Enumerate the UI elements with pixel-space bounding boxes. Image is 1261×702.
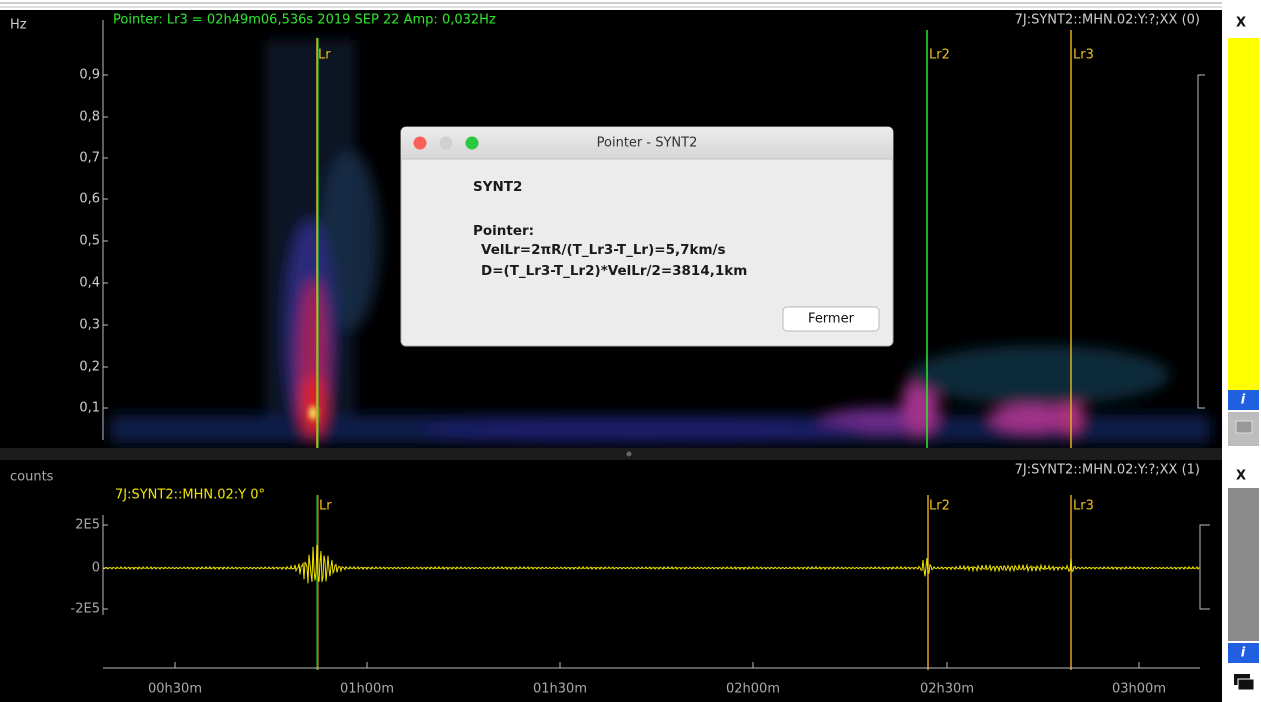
pointer-info: Pointer: Lr3 = 02h49m06,536s 2019 SEP 22…: [113, 13, 496, 28]
splitter-handle: [627, 452, 632, 457]
unit-label: counts: [10, 470, 54, 485]
x-tick-label: 01h30m: [533, 682, 587, 697]
scroll-bar[interactable]: [1228, 488, 1259, 641]
close-button[interactable]: X: [1236, 16, 1246, 31]
scroll-bar[interactable]: [1228, 38, 1259, 390]
y-tick-label: 0,1: [79, 401, 100, 416]
y-tick-label: -2E5: [71, 602, 100, 617]
x-tick-label: 01h00m: [340, 682, 394, 697]
close-light[interactable]: [414, 137, 427, 150]
close-button[interactable]: X: [1236, 469, 1246, 484]
dialog-title: Pointer - SYNT2: [597, 136, 698, 151]
x-tick-label: 00h30m: [148, 682, 202, 697]
result-line: VelLr=2πR/(T_Lr3-T_Lr)=5,7km/s: [481, 242, 726, 258]
pointer-dialog: Pointer - SYNT2 SYNT2 Pointer: VelLr=2πR…: [401, 127, 893, 346]
marker-label: Lr: [319, 499, 332, 514]
marker-label: Lr3: [1073, 48, 1094, 63]
y-tick-label: 0,8: [79, 110, 100, 125]
trace-label: 7J:SYNT2::MHN.02:Y 0°: [115, 488, 265, 503]
x-tick-label: 02h30m: [920, 682, 974, 697]
layout-icon: [1238, 679, 1254, 690]
marker-label: Lr3: [1073, 499, 1094, 514]
button-label[interactable]: Fermer: [808, 312, 855, 327]
zoom-light[interactable]: [466, 137, 479, 150]
y-tick-label: 0,2: [79, 360, 100, 375]
marker-label: Lr2: [929, 499, 950, 514]
unit-label: Hz: [10, 18, 27, 33]
station: SYNT2: [473, 179, 522, 195]
page: { "spectrogram_panel": { "unit": "Hz", "…: [0, 0, 1261, 702]
result-line: D=(T_Lr3-T_Lr2)*VelLr/2=3814,1km: [481, 263, 747, 279]
hotspot: [309, 406, 317, 420]
y-tick-label: 0,9: [79, 68, 100, 83]
x-tick-label: 03h00m: [1112, 682, 1166, 697]
info-button[interactable]: i: [1241, 393, 1246, 408]
y-tick-label: 2E5: [75, 518, 100, 533]
app-window: 0,9 0,8 0,7 0,6 0,5 0,4 0,3 0,2 0,1 Hz Pointer: …: [0, 0, 1261, 702]
trace-panel: counts 7J:SYNT2::MHN.02:Y:?;XX (1) 7J:SY…: [0, 460, 1222, 702]
layout-icon: [1236, 421, 1252, 433]
channel-label: 7J:SYNT2::MHN.02:Y:?;XX (0): [1015, 13, 1200, 28]
y-tick-label: 0,3: [79, 318, 100, 333]
marker-label: Lr: [318, 48, 331, 63]
y-tick-label: 0,4: [79, 276, 100, 291]
minimize-light: [440, 137, 453, 150]
heading: Pointer:: [473, 223, 534, 239]
y-tick-label: 0,6: [79, 192, 100, 207]
marker-label: Lr2: [929, 48, 950, 63]
info-button[interactable]: i: [1241, 646, 1246, 661]
channel-label: 7J:SYNT2::MHN.02:Y:?;XX (1): [1015, 463, 1200, 478]
splitter[interactable]: [0, 448, 1222, 460]
x-tick-label: 02h00m: [726, 682, 780, 697]
y-tick-label: 0,7: [79, 151, 100, 166]
y-tick-label: 0,5: [79, 234, 100, 249]
y-tick-label: 0: [92, 561, 100, 576]
